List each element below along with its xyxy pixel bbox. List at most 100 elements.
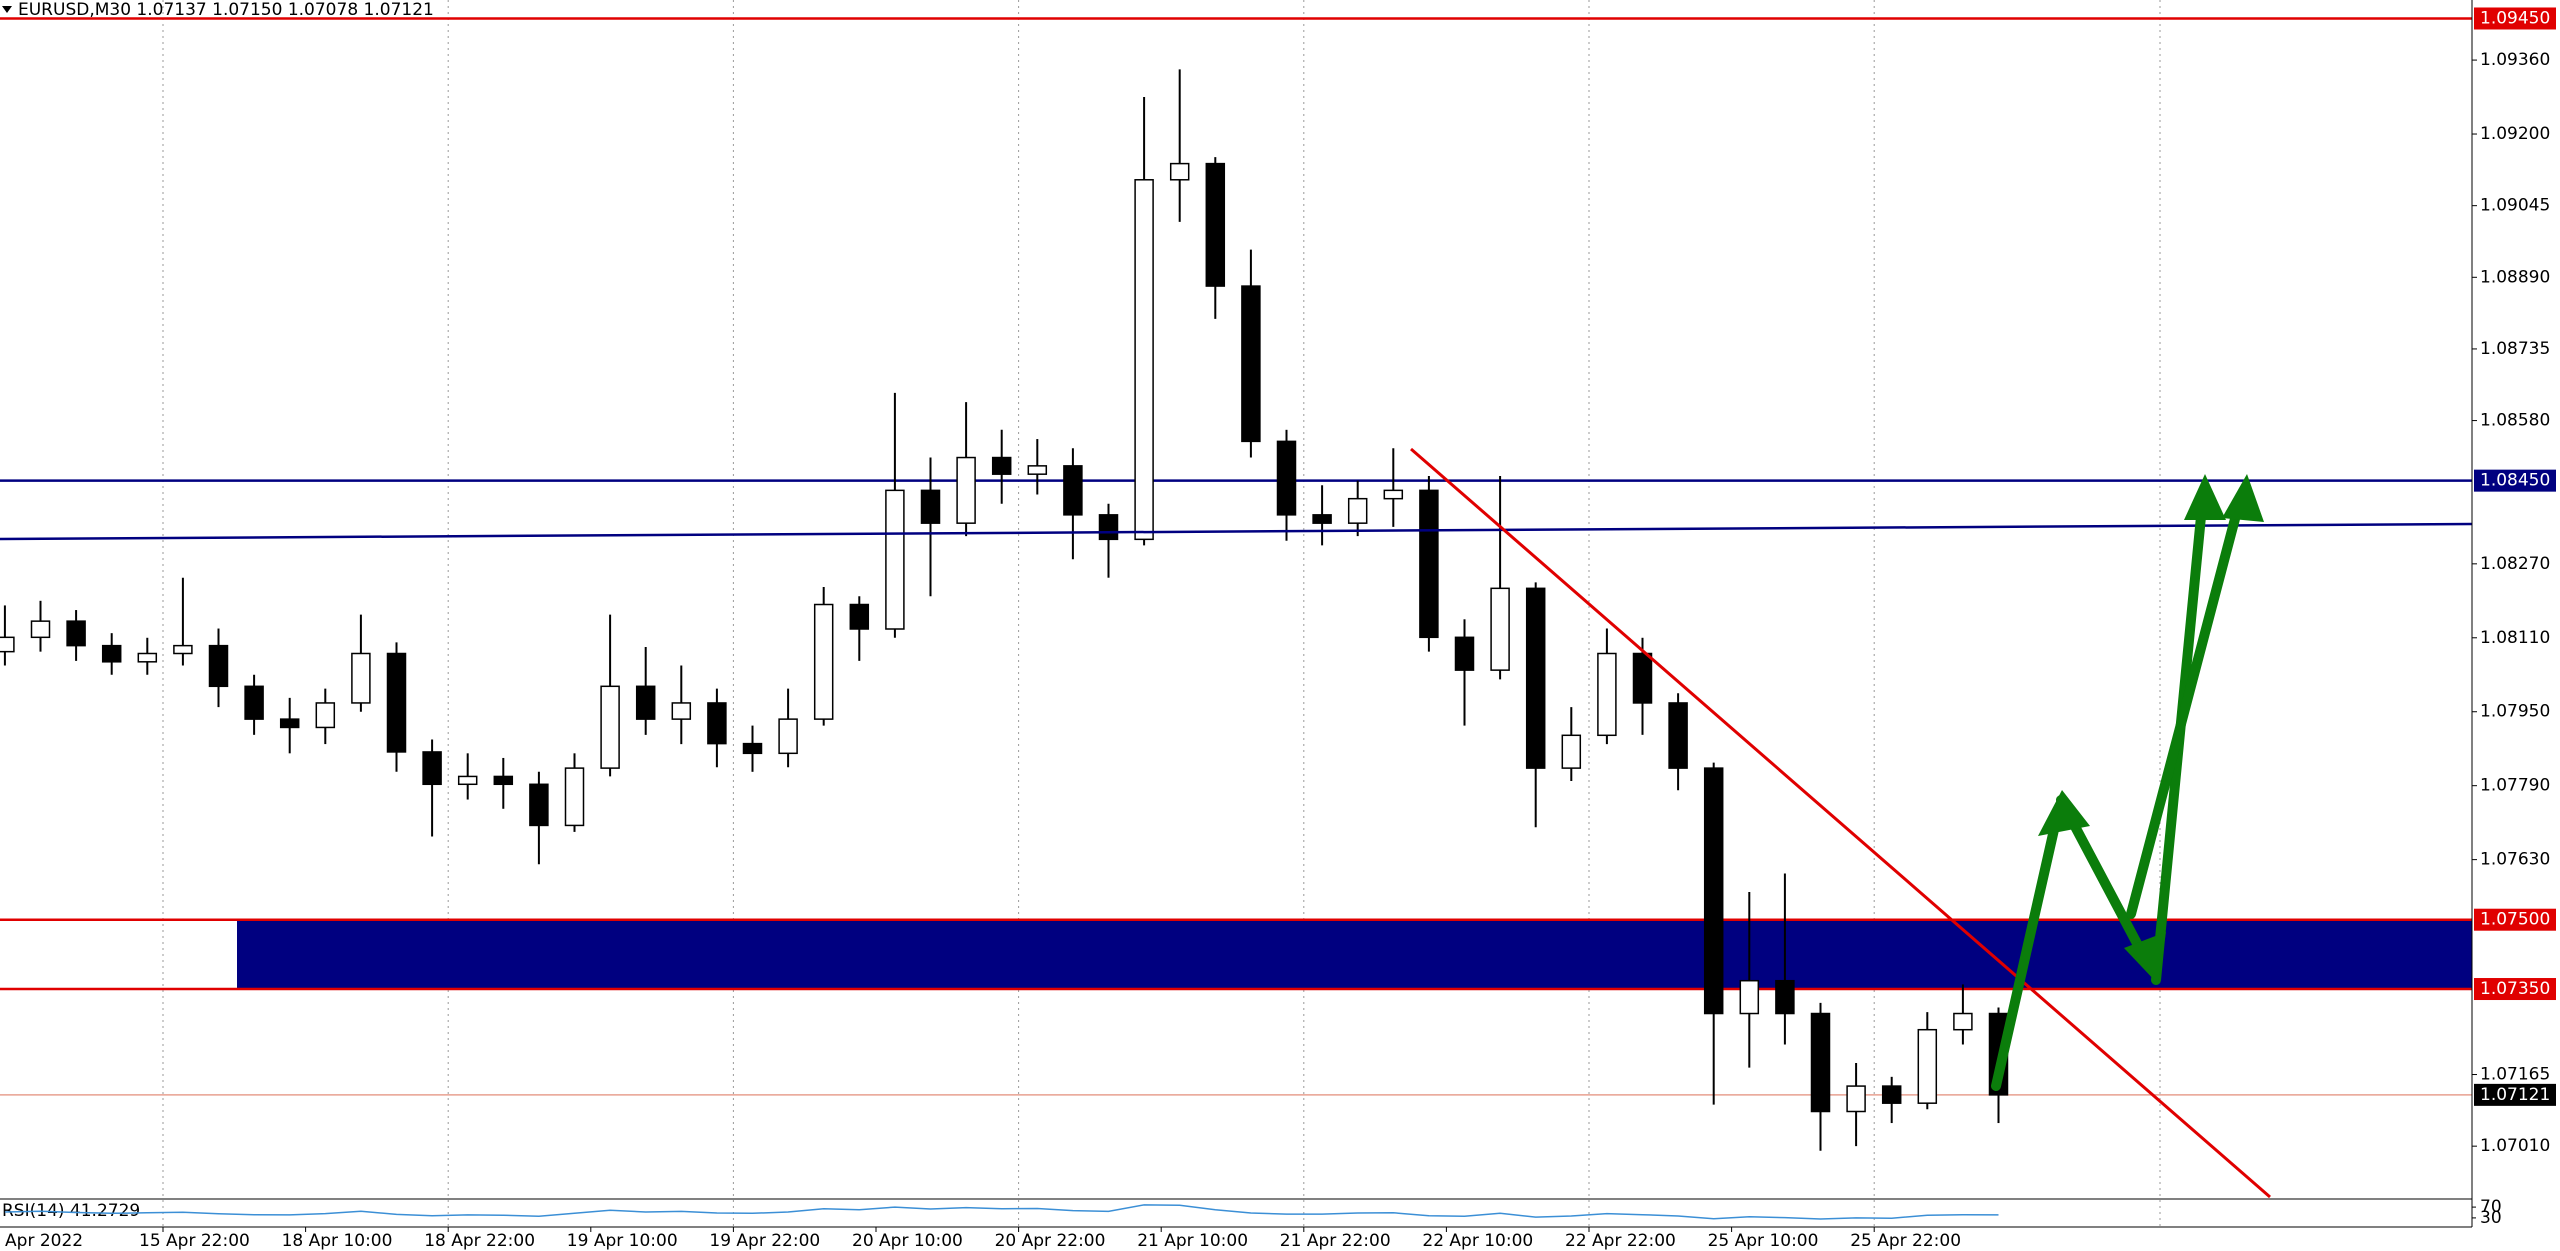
candle-body xyxy=(1810,1012,1831,1113)
menu-triangle xyxy=(2,6,12,13)
arrow-line xyxy=(1991,807,2063,1091)
arrow-line xyxy=(2126,491,2246,919)
trend-line xyxy=(0,522,2473,541)
candle-body xyxy=(173,644,193,655)
y-tick-label: 1.07010 xyxy=(2480,1136,2550,1156)
x-tick-label: 22 Apr 10:00 xyxy=(1422,1231,1533,1251)
level-label-text: 1.08450 xyxy=(2480,471,2550,491)
candle-body xyxy=(1597,652,1617,737)
rsi-title: RSI(14) 41.2729 xyxy=(2,1201,140,1221)
y-tick-label: 1.08270 xyxy=(2480,554,2550,574)
candle-body xyxy=(1027,465,1048,475)
candle-body xyxy=(1063,465,1083,516)
x-tick-label: 20 Apr 10:00 xyxy=(852,1231,963,1251)
candle-body xyxy=(1205,162,1226,287)
candle-body xyxy=(885,489,905,630)
level-label: 1.08450 xyxy=(2474,469,2556,492)
candle-body xyxy=(635,685,656,720)
candle-body xyxy=(1561,734,1582,769)
candle-body xyxy=(1347,497,1368,524)
candle-body xyxy=(1134,179,1154,541)
candle-body xyxy=(137,652,158,663)
candles xyxy=(0,69,2009,1151)
candle-body xyxy=(1703,767,1724,1015)
candle-body xyxy=(529,783,549,827)
x-tick-label: 15 Apr 2022 xyxy=(0,1231,83,1251)
candle-body xyxy=(564,767,585,827)
arrow-head xyxy=(2038,790,2090,836)
x-tick-label: 15 Apr 22:00 xyxy=(139,1231,250,1251)
candle-body xyxy=(1668,702,1688,769)
x-tick-label: 25 Apr 10:00 xyxy=(1708,1231,1819,1251)
level-label: 1.09450 xyxy=(2474,7,2556,30)
rsi-tick-label: 30 xyxy=(2480,1208,2502,1228)
axes: 15 Apr 2022 15 Apr 22:00 18 Apr 10:00 18 Ap… xyxy=(0,7,2556,1251)
levels xyxy=(0,17,2472,1096)
candle-body xyxy=(1098,514,1119,541)
zone xyxy=(237,919,2472,990)
candle-body xyxy=(386,652,407,753)
rsi-line xyxy=(4,1204,1999,1220)
y-tick-label: 1.07165 xyxy=(2480,1065,2550,1085)
y-tick-label: 1.07630 xyxy=(2480,850,2550,870)
current-price-box xyxy=(2474,1083,2556,1106)
level-label-text: 1.09450 xyxy=(2480,8,2550,28)
candle-body xyxy=(1490,587,1510,671)
candle-body xyxy=(493,775,514,786)
arrow-head xyxy=(2184,474,2226,520)
y-tick-label: 1.08890 xyxy=(2480,267,2550,287)
level-label: 1.07500 xyxy=(2474,908,2556,931)
rsi-tick-label: 70 xyxy=(2480,1197,2502,1217)
candle-body xyxy=(422,751,442,786)
candle-body xyxy=(1775,979,1795,1015)
level-label: 1.07350 xyxy=(2474,978,2556,1001)
y-tick-label: 1.08580 xyxy=(2480,411,2550,431)
chart-title: EURUSD,M30 1.07137 1.07150 1.07078 1.071… xyxy=(18,0,434,20)
y-tick-label: 1.09200 xyxy=(2480,124,2550,144)
x-tick-label: 20 Apr 22:00 xyxy=(995,1231,1106,1251)
candle-body xyxy=(457,775,478,786)
y-tick-label: 1.07790 xyxy=(2480,776,2550,796)
candle-body xyxy=(66,620,86,647)
candle-body xyxy=(101,644,122,663)
level-label-text: 1.07350 xyxy=(2480,979,2550,999)
candle-body xyxy=(208,644,229,688)
candle-body xyxy=(30,620,51,639)
arrow-head xyxy=(2222,474,2264,522)
candle-body xyxy=(1454,636,1475,671)
forecast-arrows xyxy=(1991,491,2246,1091)
candle-body xyxy=(1276,440,1297,516)
x-tick-label: 21 Apr 10:00 xyxy=(1137,1231,1248,1251)
current-price-label: 1.07121 xyxy=(2474,1083,2556,1106)
candle-body xyxy=(1953,1012,1973,1031)
candle-body xyxy=(1917,1028,1938,1104)
candle-body xyxy=(707,702,727,745)
y-tick-label: 1.08110 xyxy=(2480,628,2550,648)
candle-body xyxy=(956,456,976,524)
y-tick-label: 1.08735 xyxy=(2480,339,2550,359)
arrow-head xyxy=(2124,932,2166,984)
candle-body xyxy=(1525,587,1546,769)
candle-body xyxy=(671,702,692,720)
candle-body xyxy=(1312,514,1332,524)
level-label-box xyxy=(2474,978,2556,1001)
level-label-box xyxy=(2474,7,2556,30)
y-tick-label: 1.09045 xyxy=(2480,196,2550,216)
candle-body xyxy=(1881,1085,1902,1104)
candle-body xyxy=(279,718,300,729)
candle-body xyxy=(1241,285,1261,443)
candle-body xyxy=(244,685,264,720)
candle-body xyxy=(813,603,834,720)
candle-body xyxy=(991,456,1012,475)
candle-body xyxy=(1739,979,1760,1015)
candle-body xyxy=(1169,162,1190,181)
x-tick-label: 18 Apr 22:00 xyxy=(424,1231,535,1251)
grid xyxy=(162,0,2161,1227)
candle-body xyxy=(778,718,798,755)
candle-body xyxy=(849,603,870,630)
candle-body xyxy=(920,489,941,524)
candle-body xyxy=(1846,1085,1866,1113)
trend-line xyxy=(1410,447,2271,1199)
